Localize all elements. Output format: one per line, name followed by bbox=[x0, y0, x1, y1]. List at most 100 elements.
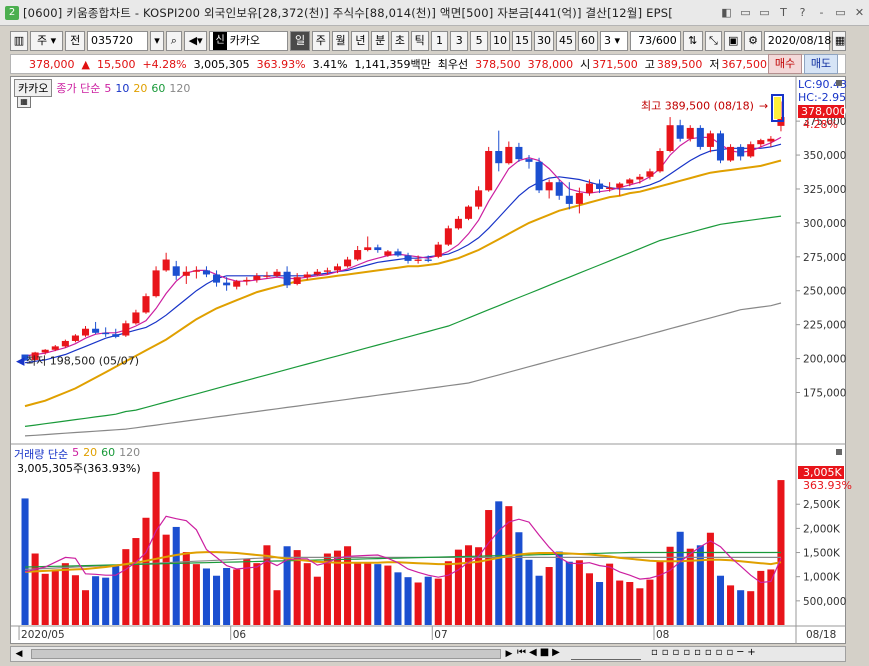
period-select-label: 주 bbox=[36, 34, 48, 47]
pane-close-icon bbox=[836, 80, 842, 86]
low-price: 367,500 bbox=[721, 57, 768, 71]
low-label: 저 bbox=[709, 58, 720, 71]
candle-body bbox=[616, 183, 624, 188]
layout-icon[interactable]: ▥ bbox=[10, 31, 28, 51]
chart-scrollbar[interactable]: ◀ ▶ ⏮◀■▶ ▫▫▫▫▫▫▫▫─+ bbox=[10, 646, 846, 662]
candle-body bbox=[434, 244, 442, 257]
buy-button[interactable]: 매수 bbox=[768, 54, 802, 74]
count-select[interactable]: 3 ▾ bbox=[599, 31, 628, 51]
sell-button[interactable]: 매도 bbox=[804, 54, 838, 74]
tab-period-day[interactable]: 일 bbox=[290, 31, 310, 51]
tab-period-week[interactable]: 주 bbox=[311, 31, 330, 51]
volume-tag: 3,005K bbox=[803, 466, 842, 479]
candle-body bbox=[676, 125, 684, 139]
interval-10[interactable]: 10 bbox=[489, 31, 510, 51]
save-icon[interactable]: ▣ bbox=[724, 31, 743, 51]
candle-body bbox=[686, 127, 694, 139]
volume-bar bbox=[333, 550, 342, 625]
volume-bar bbox=[81, 590, 90, 625]
volume-ratio: 363.93% bbox=[256, 57, 306, 71]
volume-bar bbox=[51, 569, 59, 625]
ma20-line bbox=[24, 159, 782, 408]
candle-body bbox=[505, 146, 513, 164]
scroll-thumb[interactable] bbox=[31, 649, 501, 659]
candle-body bbox=[666, 125, 674, 151]
legend-vma5: 5 bbox=[72, 446, 80, 459]
candle-body bbox=[565, 195, 573, 204]
candle-body bbox=[656, 150, 664, 172]
interval-30[interactable]: 30 bbox=[533, 31, 554, 51]
stock-name-field[interactable]: 신 카카오 bbox=[209, 31, 289, 51]
change-arrow: ▲ bbox=[81, 57, 90, 71]
candle-body bbox=[71, 335, 79, 341]
volume-bar bbox=[606, 563, 614, 625]
candle-body bbox=[767, 138, 775, 142]
candle-body bbox=[132, 312, 140, 324]
price-change-pct: +4.28% bbox=[142, 57, 187, 71]
title-toggle-button[interactable]: T bbox=[780, 5, 787, 19]
window-btn-2[interactable]: ▭ bbox=[740, 5, 751, 19]
interval-5[interactable]: 5 bbox=[470, 31, 488, 51]
candle-body bbox=[555, 182, 563, 196]
candle-body bbox=[464, 206, 473, 219]
volume-bar bbox=[344, 546, 352, 625]
playback-icons[interactable]: ⏮◀■▶ bbox=[517, 647, 563, 658]
interval-60[interactable]: 60 bbox=[577, 31, 598, 51]
interval-45[interactable]: 45 bbox=[555, 31, 576, 51]
minimize-button[interactable]: ‐ bbox=[819, 5, 824, 19]
volume-bar bbox=[434, 578, 442, 625]
close-button[interactable]: ✕ bbox=[854, 5, 865, 19]
interval-15[interactable]: 15 bbox=[511, 31, 532, 51]
volume-bar bbox=[686, 548, 694, 625]
view-tool-icons[interactable]: ▫▫▫▫▫▫▫▫─+ bbox=[651, 647, 760, 658]
volume-axis-label: 1,000K bbox=[803, 572, 841, 584]
period-select[interactable]: 주 ▾ bbox=[29, 31, 64, 51]
scroll-right-icon[interactable]: ▶ bbox=[505, 649, 513, 659]
scroll-left-icon[interactable]: ◀ bbox=[15, 649, 23, 659]
trade-amount: 1,141,359백만 bbox=[354, 58, 431, 71]
volume-bar bbox=[545, 567, 553, 625]
volume-bar bbox=[596, 582, 604, 625]
price-axis-label: 200,000 bbox=[803, 354, 846, 366]
window-btn-1[interactable]: ◧ bbox=[721, 5, 732, 19]
app-badge: 2 bbox=[5, 5, 19, 20]
candle-body bbox=[313, 271, 321, 275]
window-btn-3[interactable]: ▭ bbox=[759, 5, 770, 19]
tab-period-tick[interactable]: 틱 bbox=[410, 31, 429, 51]
candle-body bbox=[243, 279, 251, 282]
volume-bar bbox=[444, 561, 452, 625]
search-icon[interactable]: ⌕ bbox=[165, 31, 182, 51]
volume-bar bbox=[575, 560, 583, 625]
interval-3[interactable]: 3 bbox=[450, 31, 469, 51]
candle-body bbox=[112, 334, 120, 337]
candle-body bbox=[81, 328, 90, 336]
interval-1[interactable]: 1 bbox=[430, 31, 449, 51]
calendar-icon[interactable]: ▦ bbox=[831, 31, 846, 51]
code-dropdown-icon[interactable]: ▾ bbox=[150, 31, 164, 51]
grid-table-icon[interactable]: ▦ bbox=[17, 96, 31, 108]
legend-stock-name[interactable]: 카카오 bbox=[14, 79, 53, 97]
scroll-chart-icon[interactable]: ⇅ bbox=[682, 31, 703, 51]
tab-period-minute[interactable]: 분 bbox=[371, 31, 390, 51]
speaker-icon[interactable]: ◀▾ bbox=[183, 31, 208, 51]
stock-code-input[interactable]: 035720 bbox=[87, 31, 149, 51]
volume-bar bbox=[696, 545, 704, 625]
volume-bar bbox=[515, 532, 523, 625]
lc-value: LC:90.43 bbox=[798, 78, 847, 91]
tab-period-second[interactable]: 초 bbox=[391, 31, 409, 51]
market-type-select[interactable]: 전 bbox=[65, 31, 86, 51]
zoom-slider[interactable] bbox=[571, 648, 641, 660]
priority-label: 최우선 bbox=[437, 58, 469, 71]
help-button[interactable]: ? bbox=[799, 5, 806, 19]
draw-tool-icon[interactable]: ⤡ bbox=[704, 31, 723, 51]
candle-body bbox=[646, 171, 654, 177]
price-axis-label: 175,000 bbox=[803, 388, 846, 400]
tab-period-month[interactable]: 월 bbox=[331, 31, 350, 51]
maximize-button[interactable]: ▭ bbox=[835, 5, 846, 19]
page-count-field[interactable]: 73/600 bbox=[629, 31, 681, 51]
date-field[interactable]: 2020/08/18 bbox=[763, 31, 831, 51]
settings-icon[interactable]: ⚙ bbox=[744, 31, 762, 51]
pane-close-icon bbox=[836, 449, 842, 455]
tab-period-year[interactable]: 년 bbox=[351, 31, 370, 51]
